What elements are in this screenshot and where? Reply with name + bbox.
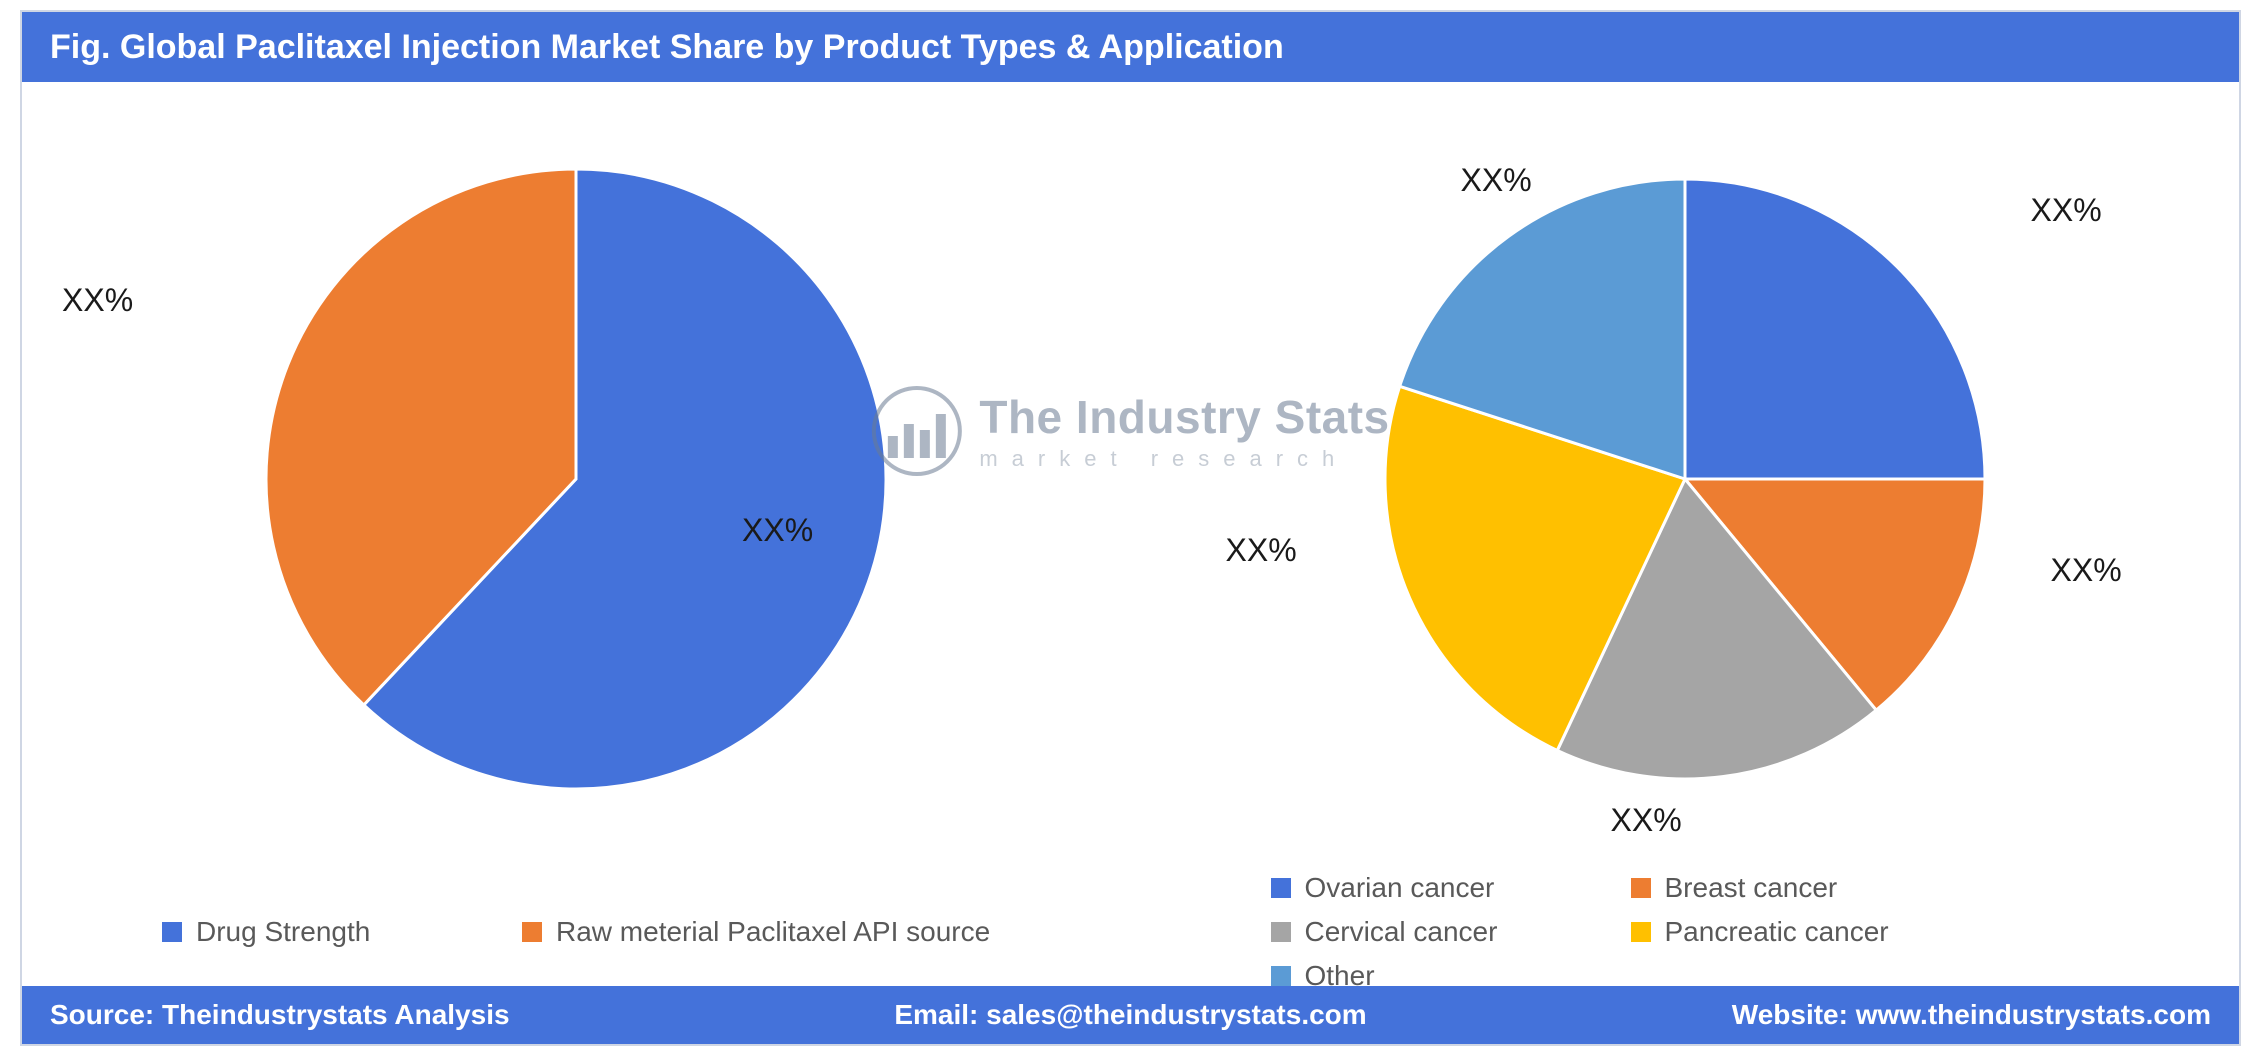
legend-swatch-icon: [522, 922, 542, 942]
legend-label: Cervical cancer: [1305, 916, 1498, 948]
legend-row: Drug Strength Raw meterial Paclitaxel API…: [22, 876, 2239, 986]
footer-source-value: Theindustrystats Analysis: [162, 999, 510, 1030]
legend-swatch-icon: [1631, 922, 1651, 942]
footer-source-label: Source:: [50, 999, 154, 1030]
title-bar: Fig. Global Paclitaxel Injection Market …: [22, 12, 2239, 82]
footer-email-value: sales@theindustrystats.com: [986, 999, 1367, 1030]
legend-left: Drug Strength Raw meterial Paclitaxel API…: [22, 877, 1131, 986]
legend-label: Raw meterial Paclitaxel API source: [556, 916, 990, 948]
legend-label: Ovarian cancer: [1305, 872, 1495, 904]
legend-label: Drug Strength: [196, 916, 370, 948]
chart-card: Fig. Global Paclitaxel Injection Market …: [20, 10, 2241, 1046]
legend-item: Ovarian cancer: [1271, 872, 1571, 904]
pie-left-svg: [226, 129, 926, 829]
legend-label: Pancreatic cancer: [1665, 916, 1889, 948]
legend-swatch-icon: [1271, 922, 1291, 942]
legend-swatch-icon: [1631, 878, 1651, 898]
footer-email: Email: sales@theindustrystats.com: [770, 999, 1490, 1031]
pie-slice-label: XX%: [742, 512, 813, 549]
pie-right-wrap: XX% XX% XX% XX% XX%: [1131, 82, 2240, 876]
pie-left-wrap: XX% XX%: [22, 82, 1131, 876]
legend-swatch-icon: [1271, 878, 1291, 898]
pie-right-svg: [1345, 139, 2025, 819]
footer-source: Source: Theindustrystats Analysis: [50, 999, 770, 1031]
pie-slice-label: XX%: [2031, 192, 2102, 229]
legend-item: Drug Strength: [162, 916, 462, 948]
legend-label: Breast cancer: [1665, 872, 1838, 904]
footer-website: Website: www.theindustrystats.com: [1491, 999, 2211, 1031]
pie-slice: [1685, 179, 1985, 479]
legend-item: Cervical cancer: [1271, 916, 1571, 948]
pie-slice-label: XX%: [1461, 162, 1532, 199]
legend-item: Breast cancer: [1631, 872, 1931, 904]
pie-slice-label: XX%: [1611, 802, 1682, 839]
legend-right: Ovarian cancerBreast cancerCervical canc…: [1131, 877, 2240, 986]
footer-bar: Source: Theindustrystats Analysis Email:…: [22, 986, 2239, 1044]
pie-slice-label: XX%: [1226, 532, 1297, 569]
legend-item: Pancreatic cancer: [1631, 916, 1931, 948]
legend-swatch-icon: [1271, 966, 1291, 986]
legend-item: Raw meterial Paclitaxel API source: [522, 916, 990, 948]
footer-email-label: Email:: [894, 999, 978, 1030]
legend-swatch-icon: [162, 922, 182, 942]
footer-website-label: Website:: [1732, 999, 1848, 1030]
footer-website-value: www.theindustrystats.com: [1856, 999, 2211, 1030]
chart-title: Fig. Global Paclitaxel Injection Market …: [50, 28, 1284, 67]
chart-body: XX%XX% XX%XX%XX%XX%XX% The Industry Stat…: [22, 82, 2239, 876]
pie-slice-label: XX%: [62, 282, 133, 319]
pie-slice-label: XX%: [2051, 552, 2122, 589]
